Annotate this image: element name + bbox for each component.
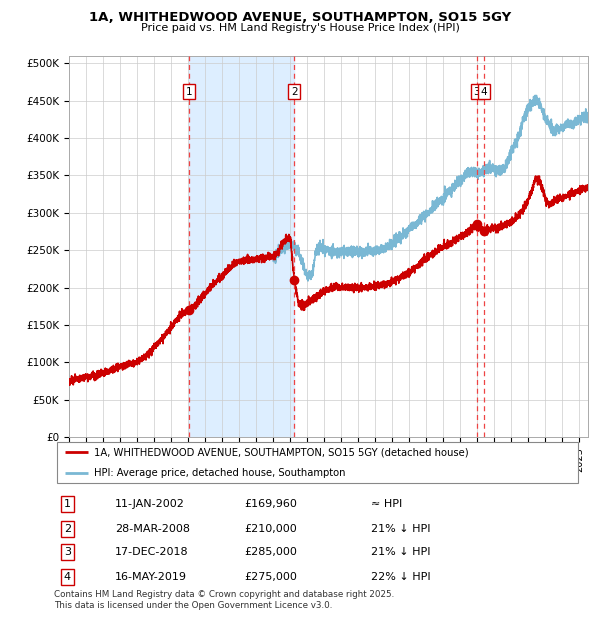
- Text: 21% ↓ HPI: 21% ↓ HPI: [371, 547, 430, 557]
- Text: £285,000: £285,000: [244, 547, 297, 557]
- Text: 1: 1: [185, 87, 192, 97]
- Text: 1A, WHITHEDWOOD AVENUE, SOUTHAMPTON, SO15 5GY (detached house): 1A, WHITHEDWOOD AVENUE, SOUTHAMPTON, SO1…: [94, 447, 468, 458]
- Text: £210,000: £210,000: [244, 524, 297, 534]
- Text: HPI: Average price, detached house, Southampton: HPI: Average price, detached house, Sout…: [94, 467, 345, 478]
- Text: 28-MAR-2008: 28-MAR-2008: [115, 524, 190, 534]
- Text: 16-MAY-2019: 16-MAY-2019: [115, 572, 187, 582]
- Text: Contains HM Land Registry data © Crown copyright and database right 2025.
This d: Contains HM Land Registry data © Crown c…: [54, 590, 394, 609]
- Text: ≈ HPI: ≈ HPI: [371, 499, 402, 509]
- Text: 3: 3: [64, 547, 71, 557]
- Text: Price paid vs. HM Land Registry's House Price Index (HPI): Price paid vs. HM Land Registry's House …: [140, 23, 460, 33]
- Text: 4: 4: [64, 572, 71, 582]
- Bar: [188, 56, 294, 437]
- Text: £275,000: £275,000: [244, 572, 297, 582]
- Text: 2: 2: [64, 524, 71, 534]
- Text: 1A, WHITHEDWOOD AVENUE, SOUTHAMPTON, SO15 5GY: 1A, WHITHEDWOOD AVENUE, SOUTHAMPTON, SO1…: [89, 11, 511, 24]
- Text: 21% ↓ HPI: 21% ↓ HPI: [371, 524, 430, 534]
- Text: £169,960: £169,960: [244, 499, 297, 509]
- Text: 11-JAN-2002: 11-JAN-2002: [115, 499, 185, 509]
- FancyBboxPatch shape: [56, 443, 578, 482]
- Text: 4: 4: [481, 87, 487, 97]
- Text: 2: 2: [291, 87, 298, 97]
- Text: 17-DEC-2018: 17-DEC-2018: [115, 547, 188, 557]
- Text: 1: 1: [64, 499, 71, 509]
- Text: 22% ↓ HPI: 22% ↓ HPI: [371, 572, 430, 582]
- Text: 3: 3: [473, 87, 480, 97]
